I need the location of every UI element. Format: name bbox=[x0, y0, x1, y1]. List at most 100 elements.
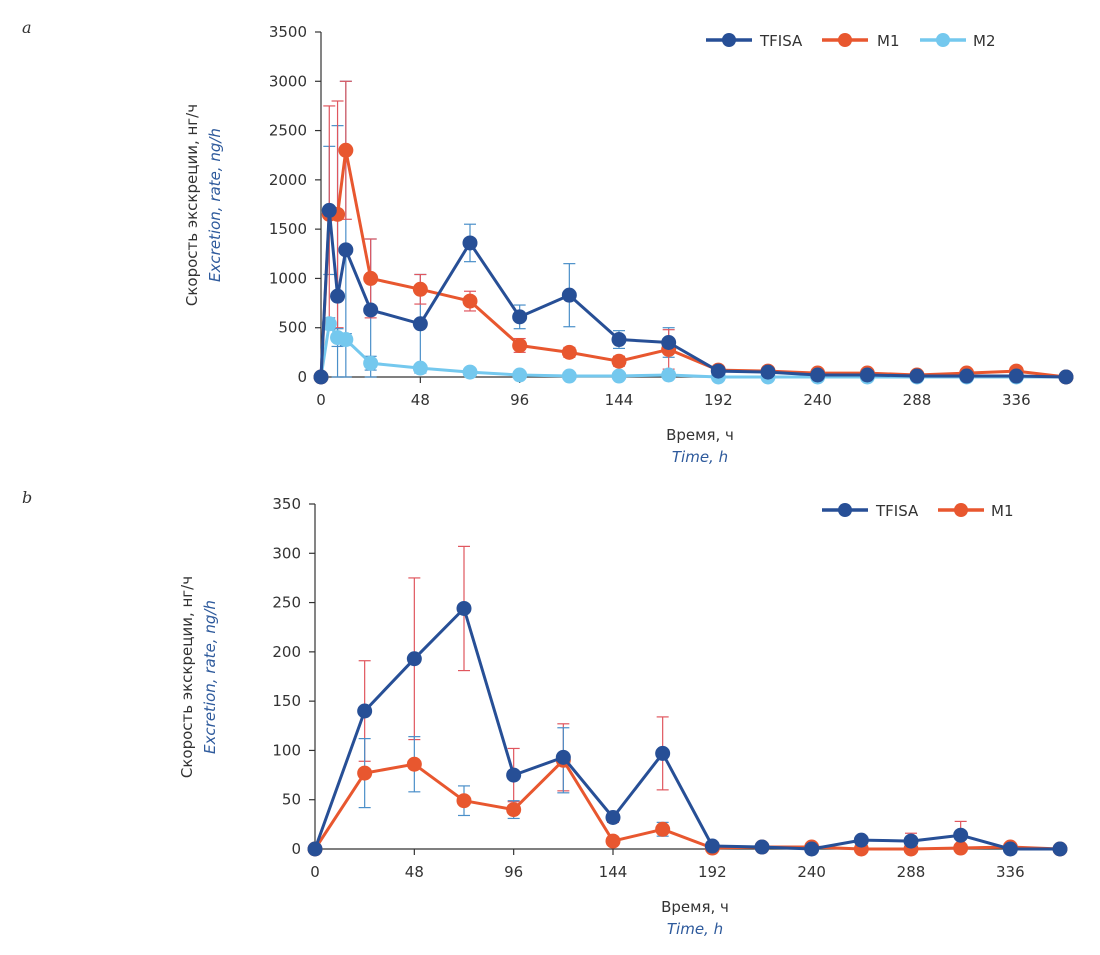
panel-a-m1-point bbox=[561, 344, 577, 360]
panel-b-x-tick-label: 192 bbox=[698, 863, 727, 881]
panel-a-m1-point bbox=[462, 293, 478, 309]
panel-a-tfisa-point bbox=[810, 367, 826, 383]
panel-a-tfisa-point bbox=[1008, 368, 1024, 384]
panel-b-m1-point bbox=[953, 840, 969, 856]
panel-b-x-tick-label: 0 bbox=[310, 863, 320, 881]
panel-a-tfisa-point bbox=[710, 363, 726, 379]
panel-b-y-tick-label: 0 bbox=[291, 840, 301, 858]
panel-a-x-tick-label: 96 bbox=[510, 391, 529, 409]
panel-a-tfisa-point bbox=[313, 369, 329, 385]
panel-b-y-tick-label: 50 bbox=[282, 791, 301, 809]
panel-a-tfisa-point bbox=[959, 368, 975, 384]
panel-a-m2-line bbox=[319, 322, 1066, 379]
panel-a-tfisa-point bbox=[462, 235, 478, 251]
panel-a-m2-point bbox=[462, 364, 478, 380]
panel-b-tfisa-point bbox=[1052, 841, 1068, 857]
panel-a-m2-point bbox=[363, 355, 379, 371]
panel-a-y-tick-label: 2000 bbox=[269, 171, 307, 189]
panel-a-tfisa-point bbox=[611, 332, 627, 348]
panel-a-y-axis-title-en: Excretion, rate, ng/h bbox=[206, 128, 224, 282]
panel-b-y-tick-label: 300 bbox=[272, 544, 301, 562]
panel-b-tfisa-point bbox=[555, 749, 571, 765]
panel-a-tfisa-point bbox=[661, 335, 677, 350]
panel-b-tfisa-point bbox=[804, 841, 820, 857]
panel-a-tfisa-point bbox=[330, 288, 346, 304]
panel-a-m1-point bbox=[363, 270, 379, 286]
panel-b-tfisa-point bbox=[754, 839, 770, 855]
panel-b-tfisa-point bbox=[406, 651, 422, 667]
panel-a-tfisa-point bbox=[512, 309, 528, 325]
panel-a-y-tick-label: 0 bbox=[297, 368, 307, 386]
panel-a-legend-m2-label: M2 bbox=[973, 32, 996, 50]
panel-b-m1-point bbox=[456, 793, 472, 809]
panel-a-y-tick-label: 2500 bbox=[269, 122, 307, 140]
panel-a-m2-point bbox=[611, 368, 627, 384]
panel-a-legend-m2-marker bbox=[936, 33, 950, 47]
panel-b-tfisa-line bbox=[313, 607, 1060, 851]
panel-b-tfisa-point bbox=[903, 833, 919, 849]
panel-a-m2-point bbox=[412, 360, 428, 376]
panel-b-legend-m1-label: M1 bbox=[991, 502, 1014, 520]
panel-b-m1-point bbox=[605, 833, 621, 849]
panel-b-y-axis-title: Скорость экскреции, нг/ч bbox=[178, 576, 196, 778]
panel-b-m1-point bbox=[655, 821, 671, 837]
panel-a-tfisa-point bbox=[760, 364, 776, 380]
panel-a-x-tick-label: 192 bbox=[704, 391, 733, 409]
panel-b-m1-point bbox=[406, 756, 422, 772]
panel-b-y-tick-label: 100 bbox=[272, 741, 301, 759]
panel-a-legend-tfisa-marker bbox=[722, 33, 736, 47]
panel-b-tfisa-point bbox=[307, 841, 323, 857]
panel-b-x-tick-label: 48 bbox=[405, 863, 424, 881]
panel-a-y-tick-label: 500 bbox=[278, 319, 307, 337]
panel-a-x-axis-title: Время, ч bbox=[666, 426, 734, 444]
panel-a-m2-point bbox=[338, 332, 354, 348]
panel-a-x-tick-label: 336 bbox=[1002, 391, 1031, 409]
panel-b-m1-point bbox=[506, 802, 522, 818]
panel-a-tfisa-point bbox=[561, 287, 577, 303]
panel-a-m2-point bbox=[661, 367, 677, 383]
panel-b-y-tick-label: 150 bbox=[272, 692, 301, 710]
panel-b-x-axis-title-en: Time, h bbox=[667, 920, 723, 938]
panel-a-m1-point bbox=[611, 353, 627, 369]
panel-b-m1-point bbox=[357, 765, 373, 781]
panel-a-y-tick-label: 1500 bbox=[269, 220, 307, 238]
panel-a-y-axis-title: Скорость экскреции, нг/ч bbox=[183, 104, 201, 306]
panel-b-tfisa-point bbox=[853, 832, 869, 848]
panel-b-tfisa-point bbox=[456, 600, 472, 616]
panel-a-m2-point bbox=[512, 367, 528, 383]
panel-b-x-tick-label: 336 bbox=[996, 863, 1025, 881]
panel-a-y-tick-label: 3000 bbox=[269, 72, 307, 90]
panel-b-tfisa-point bbox=[357, 703, 373, 719]
panel-b-y-tick-label: 350 bbox=[272, 495, 301, 513]
panel-a-tfisa-point bbox=[1058, 369, 1074, 385]
panel-a-tfisa-point bbox=[363, 302, 379, 318]
panel-a-x-tick-label: 240 bbox=[803, 391, 832, 409]
panel-b-x-tick-label: 288 bbox=[897, 863, 926, 881]
panel-b-y-tick-label: 250 bbox=[272, 594, 301, 612]
panel-a-tfisa-point bbox=[412, 316, 428, 332]
panel-b-tfisa-point bbox=[506, 767, 522, 783]
panel-b-legend-m1-marker bbox=[954, 503, 968, 517]
panel-b-tfisa-point bbox=[953, 827, 969, 843]
panel-a-x-tick-label: 288 bbox=[903, 391, 932, 409]
panel-a-m1-point bbox=[412, 281, 428, 297]
panel-b-x-tick-label: 144 bbox=[599, 863, 628, 881]
panel-a-legend-tfisa-label: TFISA bbox=[759, 32, 803, 50]
panel-b-m1-line bbox=[313, 758, 1061, 851]
panel-b-tfisa-point bbox=[655, 745, 671, 761]
panel-a-label: a bbox=[22, 18, 32, 37]
panel-a-m2-point bbox=[561, 368, 577, 384]
panel-b-x-tick-label: 96 bbox=[504, 863, 523, 881]
panel-a-legend-m1-marker bbox=[838, 33, 852, 47]
panel-b-tfisa-point bbox=[704, 838, 720, 854]
panel-a-tfisa-point bbox=[859, 367, 875, 383]
panel-a-m1-line bbox=[319, 148, 1067, 379]
panel-a-y-tick-label: 3500 bbox=[269, 23, 307, 41]
panel-a-legend-m1-label: M1 bbox=[877, 32, 900, 50]
panel-b-x-axis-title: Время, ч bbox=[661, 898, 729, 916]
panel-a-m1-point bbox=[338, 142, 354, 158]
panel-a-x-axis-title-en: Time, h bbox=[672, 448, 728, 466]
panel-a-x-tick-label: 144 bbox=[605, 391, 634, 409]
panel-a-x-tick-label: 48 bbox=[411, 391, 430, 409]
panel-a-x-tick-label: 0 bbox=[316, 391, 326, 409]
